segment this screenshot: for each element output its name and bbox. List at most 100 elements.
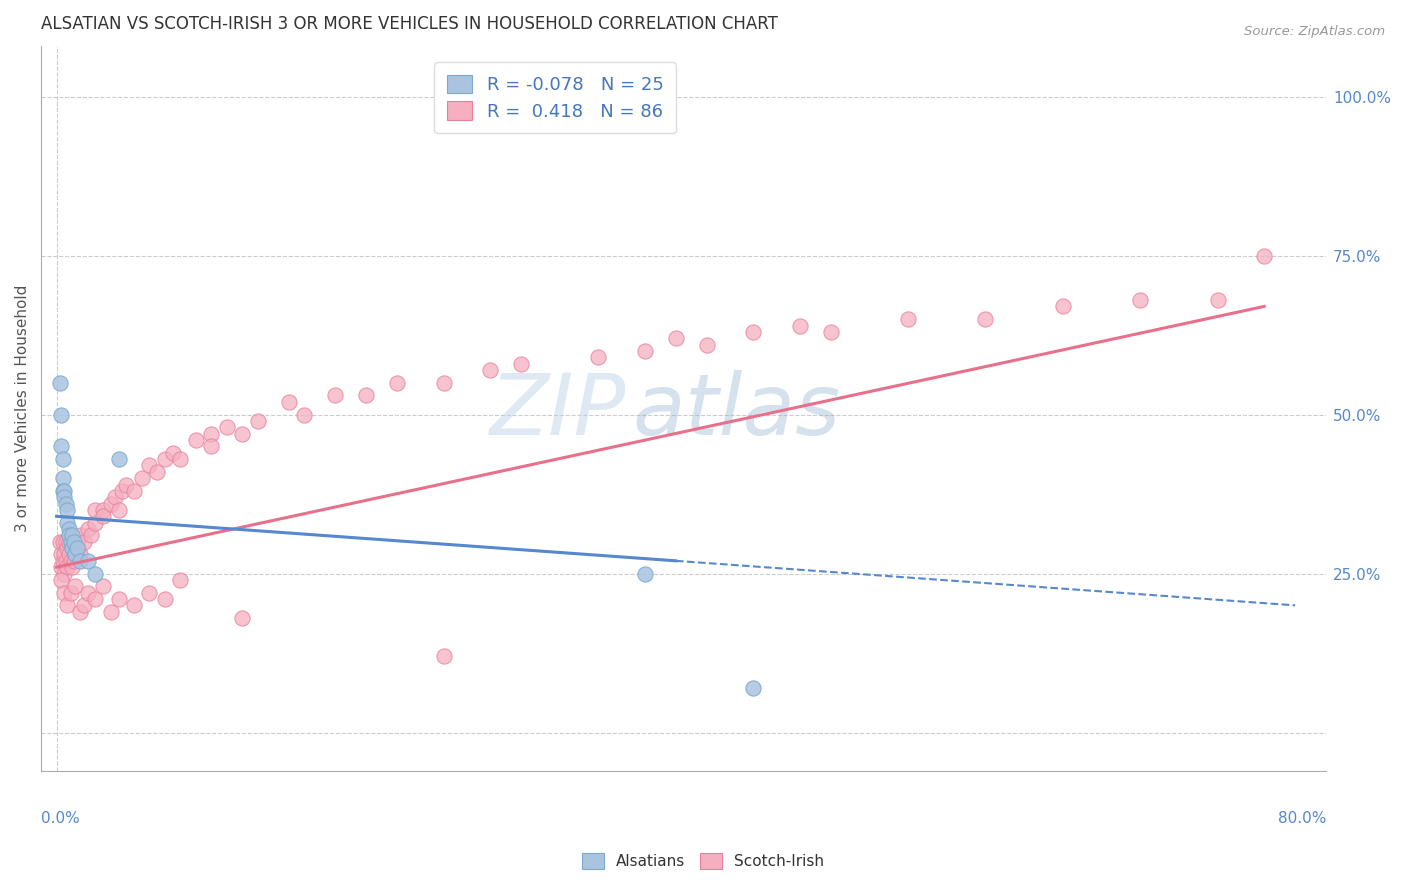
Point	[433, 649, 456, 664]
Point	[292, 408, 315, 422]
Point	[63, 548, 86, 562]
Text: 80.0%: 80.0%	[1278, 811, 1326, 826]
Point	[58, 548, 80, 562]
Point	[107, 503, 129, 517]
Point	[66, 534, 89, 549]
Point	[100, 605, 122, 619]
Point	[742, 681, 765, 695]
Point	[56, 541, 79, 555]
Point	[69, 554, 91, 568]
Point	[53, 490, 76, 504]
Legend: R = -0.078   N = 25, R =  0.418   N = 86: R = -0.078 N = 25, R = 0.418 N = 86	[434, 62, 676, 133]
Point	[169, 452, 191, 467]
Point	[48, 376, 70, 390]
Point	[73, 599, 96, 613]
Point	[897, 312, 920, 326]
Point	[51, 560, 73, 574]
Point	[84, 592, 107, 607]
Point	[56, 560, 79, 574]
Point	[138, 585, 160, 599]
Text: Source: ZipAtlas.com: Source: ZipAtlas.com	[1244, 25, 1385, 38]
Point	[104, 490, 127, 504]
Point	[69, 605, 91, 619]
Point	[100, 497, 122, 511]
Point	[634, 343, 657, 358]
Point	[231, 426, 253, 441]
Point	[51, 439, 73, 453]
Point	[169, 573, 191, 587]
Point	[67, 541, 90, 555]
Point	[789, 318, 811, 333]
Point	[69, 548, 91, 562]
Point	[974, 312, 997, 326]
Point	[58, 528, 80, 542]
Point	[110, 483, 132, 498]
Point	[354, 388, 377, 402]
Point	[588, 351, 610, 365]
Point	[56, 516, 79, 530]
Point	[200, 439, 222, 453]
Point	[433, 376, 456, 390]
Point	[51, 573, 73, 587]
Point	[200, 426, 222, 441]
Point	[634, 566, 657, 581]
Point	[62, 534, 84, 549]
Point	[153, 592, 176, 607]
Point	[52, 452, 75, 467]
Point	[53, 566, 76, 581]
Text: 0.0%: 0.0%	[41, 811, 80, 826]
Point	[60, 541, 83, 555]
Point	[84, 516, 107, 530]
Point	[56, 599, 79, 613]
Point	[91, 509, 114, 524]
Legend: Alsatians, Scotch-Irish: Alsatians, Scotch-Irish	[576, 847, 830, 875]
Point	[820, 325, 842, 339]
Point	[246, 414, 269, 428]
Text: ALSATIAN VS SCOTCH-IRISH 3 OR MORE VEHICLES IN HOUSEHOLD CORRELATION CHART: ALSATIAN VS SCOTCH-IRISH 3 OR MORE VEHIC…	[41, 15, 778, 33]
Point	[742, 325, 765, 339]
Point	[51, 548, 73, 562]
Y-axis label: 3 or more Vehicles in Household: 3 or more Vehicles in Household	[15, 285, 30, 532]
Point	[122, 599, 145, 613]
Point	[153, 452, 176, 467]
Point	[479, 363, 502, 377]
Point	[510, 357, 533, 371]
Point	[58, 522, 80, 536]
Point	[63, 548, 86, 562]
Point	[55, 554, 77, 568]
Point	[277, 394, 299, 409]
Point	[1253, 248, 1275, 262]
Point	[53, 483, 76, 498]
Point	[52, 534, 75, 549]
Point	[665, 331, 688, 345]
Point	[215, 420, 238, 434]
Point	[66, 541, 89, 555]
Point	[59, 585, 82, 599]
Point	[131, 471, 153, 485]
Point	[184, 433, 207, 447]
Point	[1129, 293, 1152, 307]
Point	[162, 446, 184, 460]
Point	[52, 471, 75, 485]
Point	[76, 554, 98, 568]
Text: ZIP: ZIP	[489, 370, 626, 453]
Point	[323, 388, 346, 402]
Point	[122, 483, 145, 498]
Point	[115, 477, 138, 491]
Point	[59, 534, 82, 549]
Point	[59, 554, 82, 568]
Point	[385, 376, 408, 390]
Point	[52, 483, 75, 498]
Point	[73, 534, 96, 549]
Point	[79, 528, 101, 542]
Point	[56, 503, 79, 517]
Point	[696, 337, 718, 351]
Point	[60, 560, 83, 574]
Point	[62, 554, 84, 568]
Point	[53, 585, 76, 599]
Point	[52, 554, 75, 568]
Point	[107, 592, 129, 607]
Point	[76, 522, 98, 536]
Point	[70, 528, 93, 542]
Point	[51, 408, 73, 422]
